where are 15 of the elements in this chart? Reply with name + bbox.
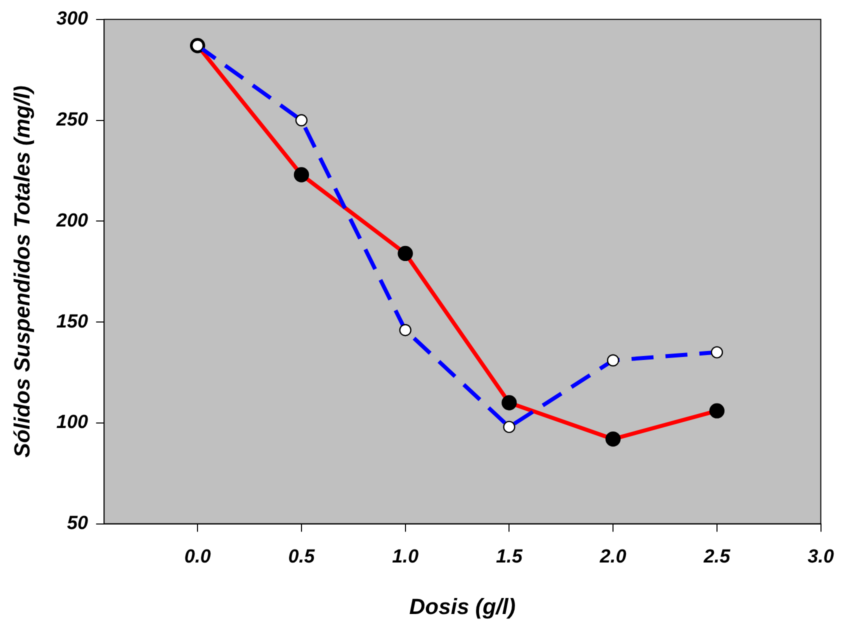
y-tick-label: 250 xyxy=(55,110,89,131)
y-tick-label: 300 xyxy=(56,8,89,30)
y-axis-title: Sólidos Suspendidos Totales (mg/l) xyxy=(9,86,34,458)
x-tick-label: 3.0 xyxy=(808,546,834,568)
x-tick-label: 0.0 xyxy=(184,546,212,568)
y-tick-label: 150 xyxy=(56,311,89,332)
x-tick-label: 2.5 xyxy=(702,546,731,568)
x-axis-title: Dosis (g/l) xyxy=(409,594,516,619)
x-tick-label: 2.0 xyxy=(598,546,627,568)
y-tick-label: 200 xyxy=(55,210,89,232)
x-tick-label: 1.0 xyxy=(392,546,419,568)
x-tick-label: 0.5 xyxy=(288,546,316,568)
x-tick-label: 1.5 xyxy=(496,546,523,568)
y-tick-label: 50 xyxy=(66,513,89,534)
y-tick-label: 100 xyxy=(56,412,89,434)
